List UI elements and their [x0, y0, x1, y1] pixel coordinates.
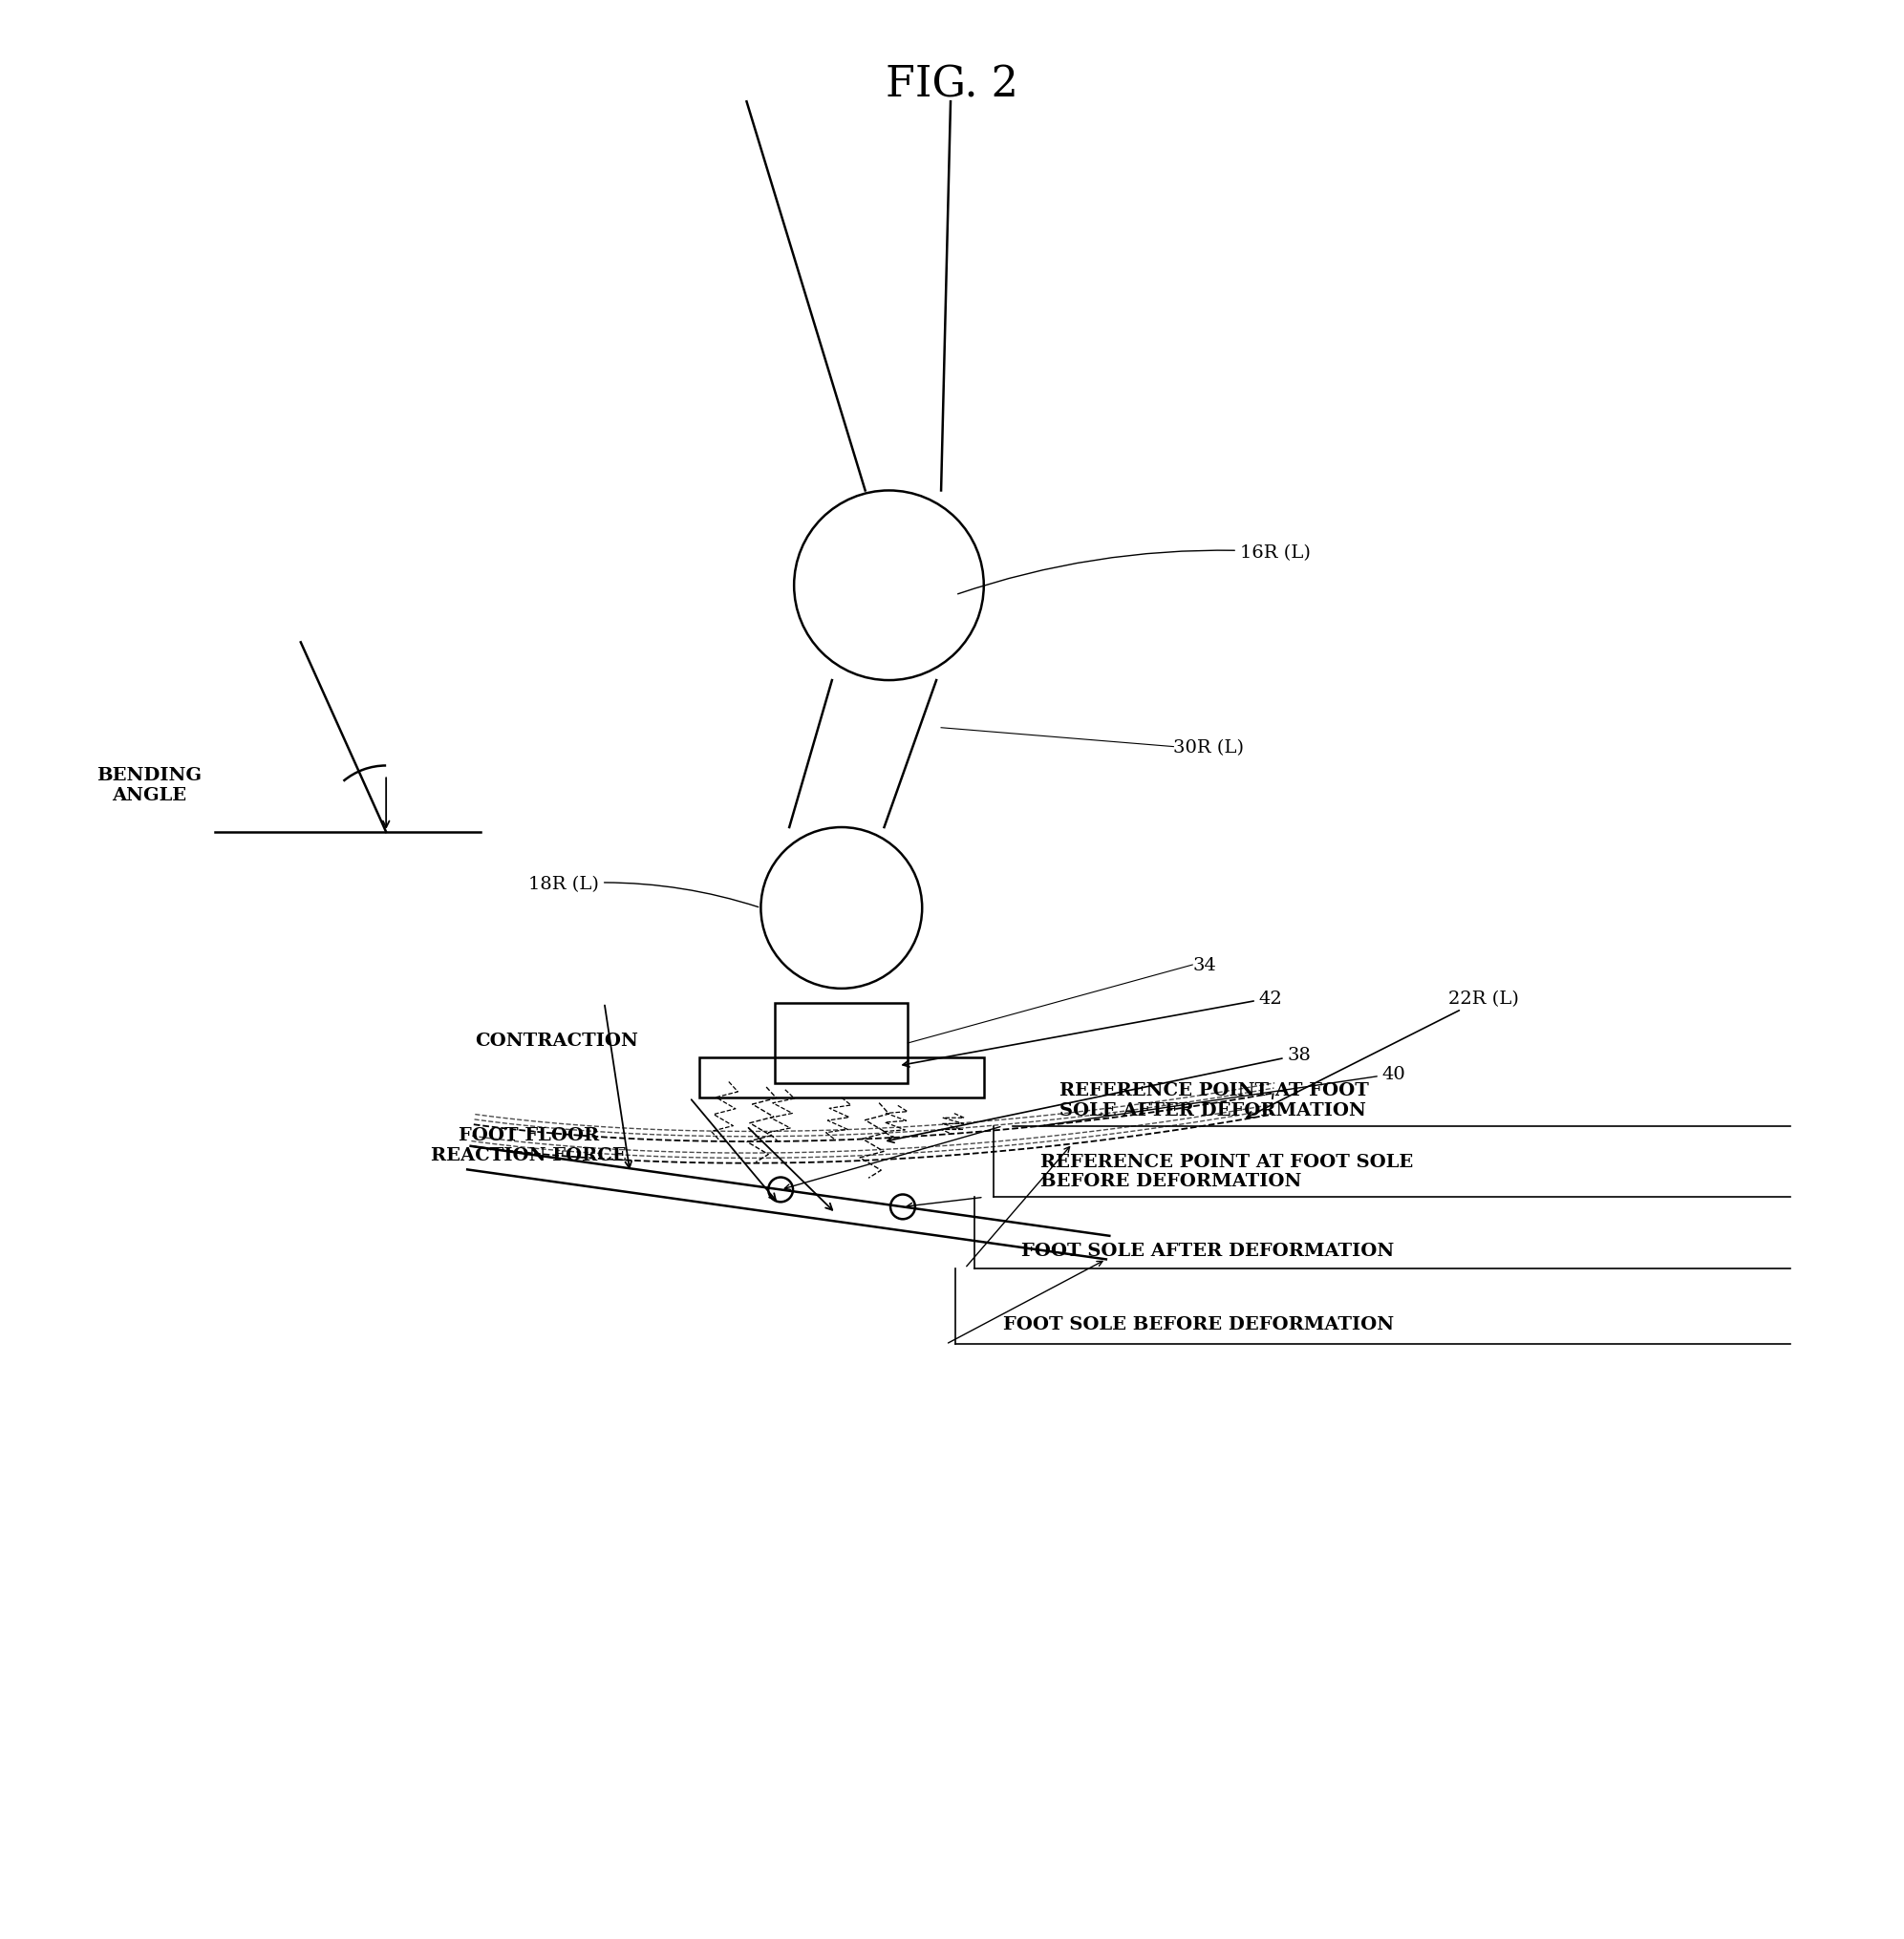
Bar — [775, 1002, 908, 1084]
Text: 30R (L): 30R (L) — [1173, 739, 1243, 756]
Text: REFERENCE POINT AT FOOT SOLE
BEFORE DEFORMATION: REFERENCE POINT AT FOOT SOLE BEFORE DEFO… — [1041, 1154, 1413, 1191]
Text: FOOT SOLE BEFORE DEFORMATION: FOOT SOLE BEFORE DEFORMATION — [1003, 1317, 1394, 1334]
Text: FIG. 2: FIG. 2 — [885, 64, 1019, 107]
Text: 42: 42 — [902, 989, 1283, 1066]
Text: 22R (L): 22R (L) — [1247, 989, 1519, 1119]
Text: 18R (L): 18R (L) — [529, 876, 758, 907]
Text: REFERENCE POINT AT FOOT
SOLE AFTER DEFORMATION: REFERENCE POINT AT FOOT SOLE AFTER DEFOR… — [1061, 1082, 1369, 1119]
Text: 38: 38 — [887, 1047, 1312, 1144]
Text: 40: 40 — [1043, 1066, 1405, 1127]
Text: FOOT FLOOR
REACTION FORCE: FOOT FLOOR REACTION FORCE — [430, 1127, 626, 1163]
Bar — [699, 1059, 984, 1097]
Text: FOOT SOLE AFTER DEFORMATION: FOOT SOLE AFTER DEFORMATION — [1022, 1243, 1394, 1258]
Text: BENDING
ANGLE: BENDING ANGLE — [97, 766, 202, 803]
Text: CONTRACTION: CONTRACTION — [476, 1032, 638, 1049]
Text: 16R (L): 16R (L) — [958, 545, 1310, 595]
Text: 34: 34 — [1192, 956, 1217, 973]
